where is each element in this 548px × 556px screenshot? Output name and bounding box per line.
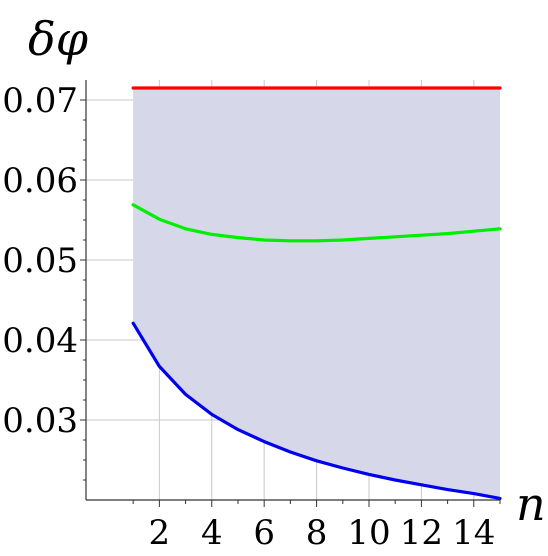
- y-tick-label: 0.05: [2, 241, 78, 281]
- y-axis-label: δφ: [28, 12, 89, 66]
- x-tick-label: 14: [452, 513, 495, 553]
- series-group: [131, 86, 502, 500]
- series-line-blue: [131, 321, 502, 500]
- y-tick-label: 0.03: [2, 401, 78, 441]
- y-tick-label: 0.07: [2, 81, 78, 121]
- tick-labels: 2 4 6 8 10 12 14 0.03 0.04 0.05 0.06 0.07: [2, 81, 495, 553]
- y-tick-label: 0.06: [2, 161, 78, 201]
- x-tick-label: 6: [253, 513, 275, 553]
- series-line-green: [131, 203, 502, 243]
- x-tick-label: 10: [347, 513, 390, 553]
- x-tick-label: 12: [400, 513, 443, 553]
- x-axis-label: n: [516, 477, 546, 531]
- shaded-region: [133, 88, 500, 499]
- x-tick-label: 4: [201, 513, 223, 553]
- ticks: [80, 99, 501, 507]
- axes: [85, 80, 500, 501]
- x-tick-label: 8: [306, 513, 328, 553]
- x-tick-label: 2: [149, 513, 171, 553]
- y-tick-label: 0.04: [2, 321, 78, 361]
